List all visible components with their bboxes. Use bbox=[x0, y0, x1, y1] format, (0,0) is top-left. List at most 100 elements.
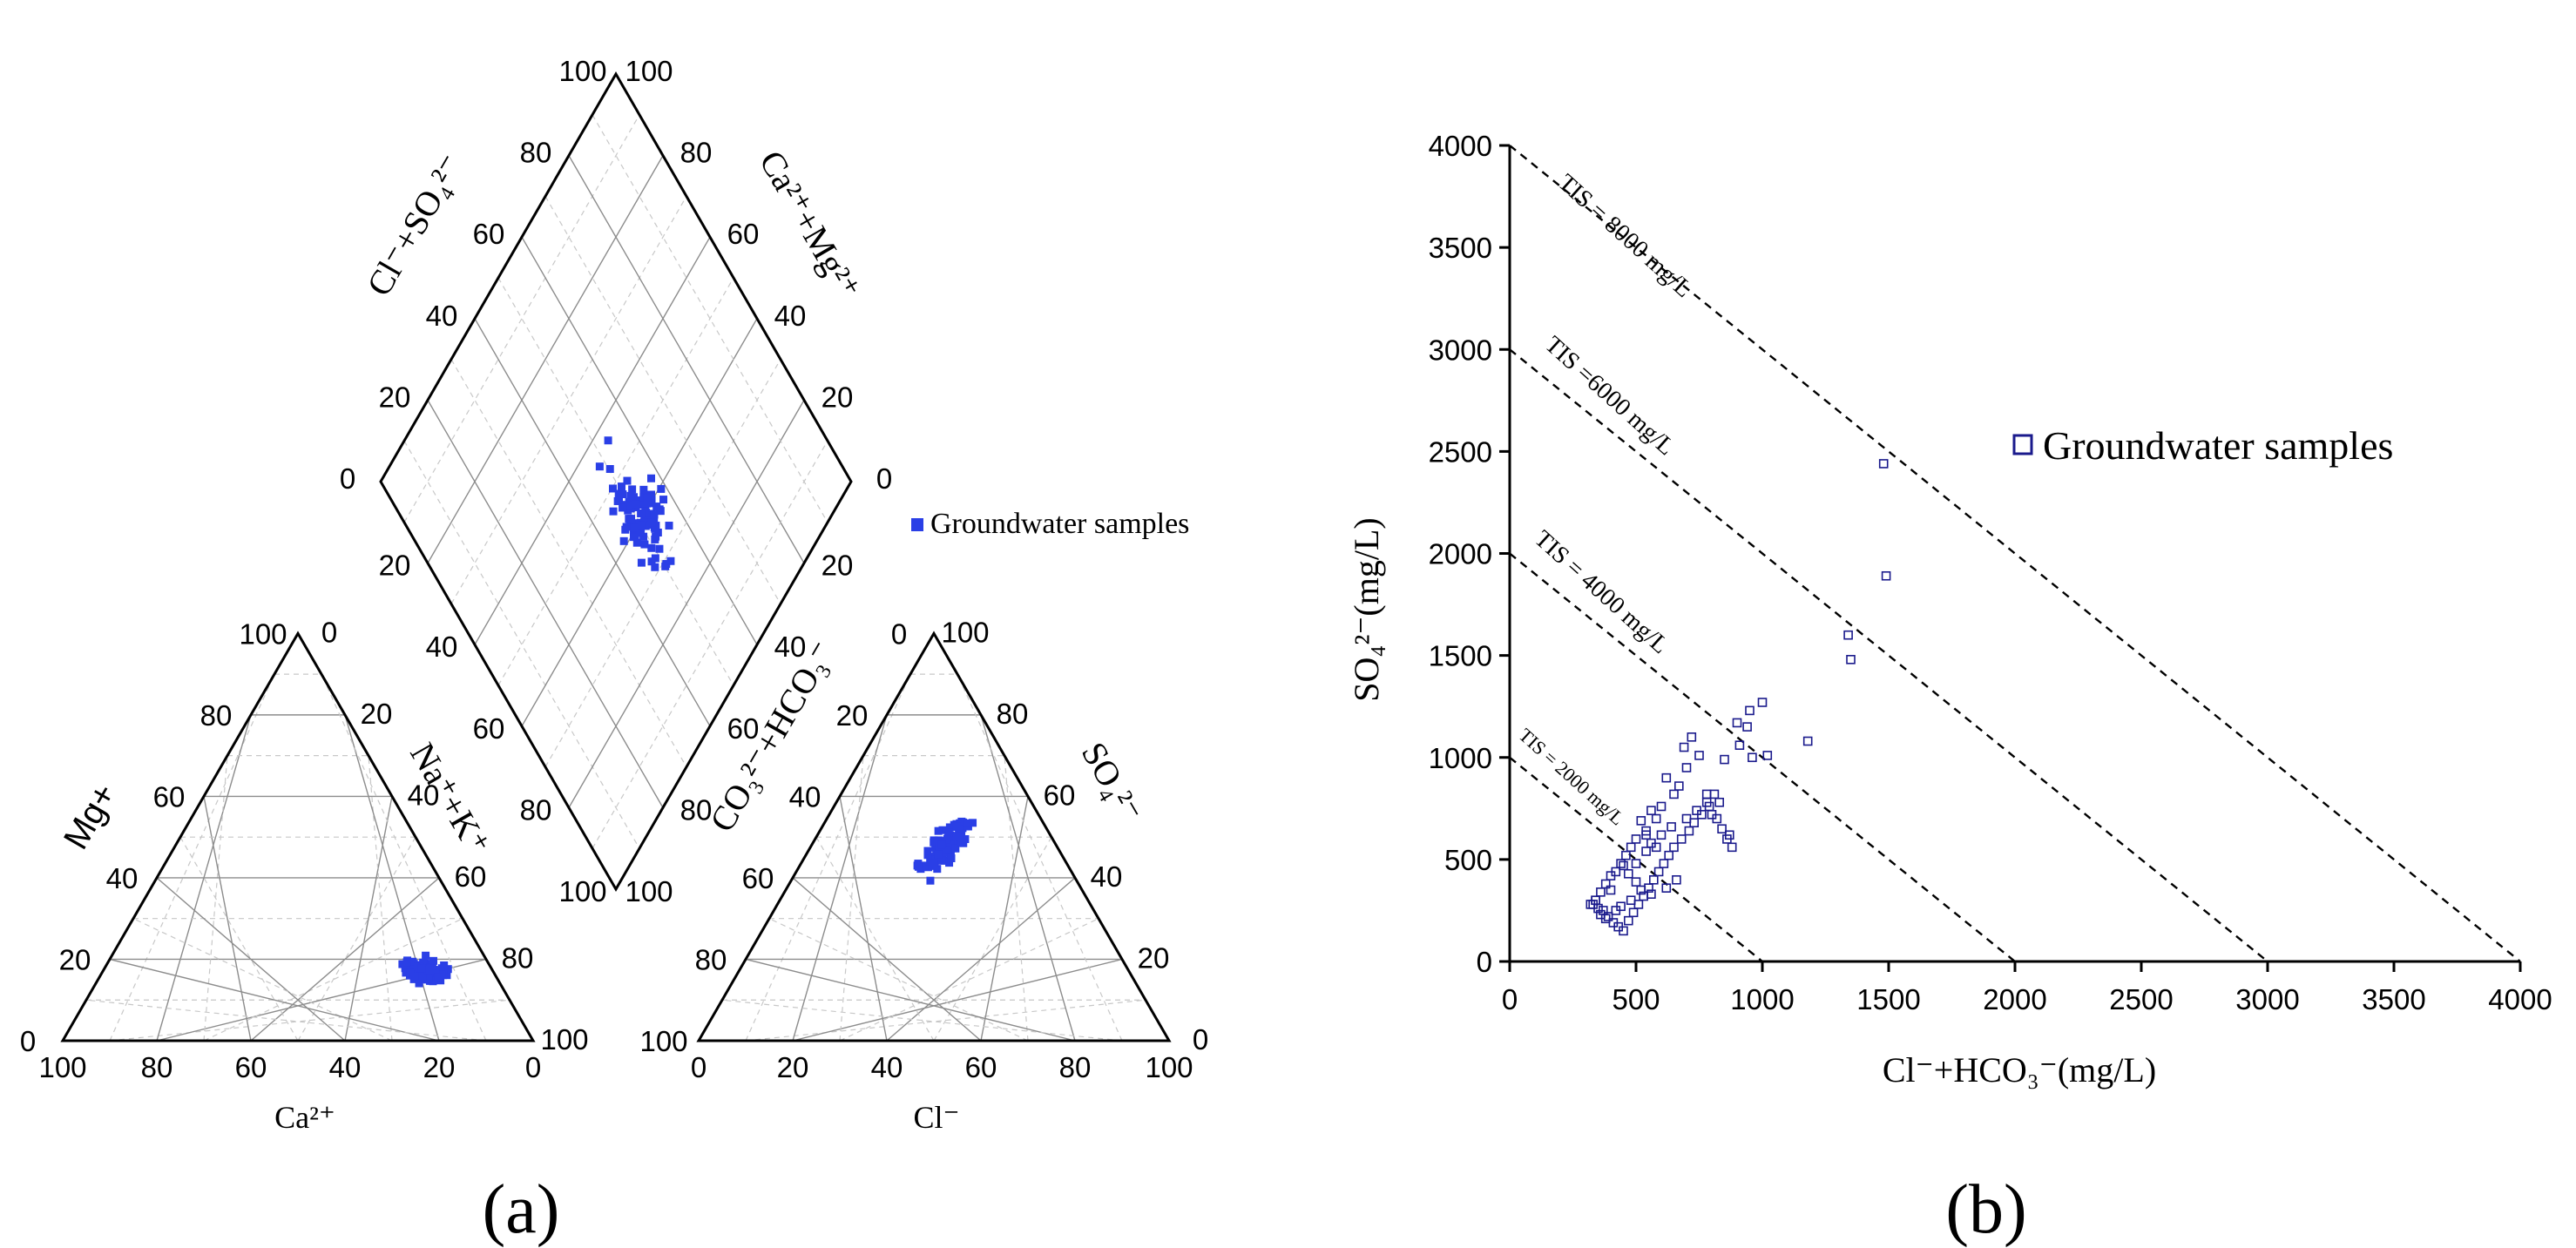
diamond-point bbox=[651, 554, 659, 563]
anion-point bbox=[930, 859, 938, 867]
anion-point bbox=[945, 859, 954, 867]
anion-point bbox=[923, 847, 932, 855]
diamond-grid-b bbox=[592, 114, 828, 523]
diamond-grid-a bbox=[450, 196, 687, 604]
diamond-point bbox=[657, 484, 666, 493]
tis-reference-lines bbox=[1509, 145, 2521, 962]
diamond-upper-right-tick: 100 bbox=[625, 55, 673, 87]
diamond-grid-b bbox=[544, 196, 781, 604]
diamond-upper-right-tick: 80 bbox=[680, 137, 713, 169]
scatter-point bbox=[1669, 842, 1679, 853]
scatter-x-tick-label: 1000 bbox=[1730, 983, 1794, 1015]
piper-legend: Groundwater samples bbox=[911, 508, 1189, 540]
scatter-y-tick-label: 2500 bbox=[1429, 435, 1492, 468]
diamond-point bbox=[637, 509, 646, 518]
scatter-x-tick-label: 500 bbox=[1612, 983, 1660, 1015]
scatter-point bbox=[1692, 806, 1701, 815]
cation-mg-axis-title: Mg+ bbox=[57, 777, 125, 855]
diamond-point bbox=[613, 496, 622, 505]
scatter-y-tick-label: 500 bbox=[1444, 844, 1492, 876]
diamond-point bbox=[632, 538, 641, 547]
anion-bottom-tick: 80 bbox=[1059, 1051, 1092, 1083]
piper-points bbox=[398, 436, 977, 988]
anion-point bbox=[957, 817, 966, 826]
diamond-grid-a bbox=[474, 236, 711, 645]
scatter-y-tick-label: 3000 bbox=[1429, 334, 1492, 366]
scatter-point bbox=[1689, 818, 1699, 828]
cation-left-tick: 20 bbox=[59, 943, 91, 975]
diamond-upper-right-tick: 60 bbox=[727, 218, 760, 250]
anion-triangle-grid-l bbox=[815, 836, 935, 1042]
diamond-point bbox=[655, 505, 664, 514]
cation-point bbox=[409, 972, 418, 981]
diamond-point bbox=[642, 509, 651, 517]
diamond-lower-right-tick: 40 bbox=[774, 631, 807, 663]
scatter-point bbox=[1633, 900, 1644, 909]
scatter-point bbox=[1676, 834, 1687, 844]
scatter-legend-marker bbox=[2012, 434, 2033, 455]
tis-label-8000: TIS = 8000 mg/L bbox=[1552, 169, 1697, 303]
scatter-point bbox=[1616, 859, 1626, 868]
diamond-ca-mg-axis-title: Ca²⁺+Mg²⁺ bbox=[752, 144, 868, 306]
scatter-point bbox=[1628, 907, 1639, 918]
diamond-point bbox=[638, 499, 646, 508]
scatter-point bbox=[1734, 740, 1745, 750]
tis-line bbox=[1509, 348, 2268, 962]
anion-point bbox=[963, 819, 972, 827]
diamond-point bbox=[639, 485, 648, 494]
cation-left-tick: 80 bbox=[200, 699, 233, 732]
scatter-point bbox=[1646, 806, 1656, 815]
diamond-point bbox=[604, 436, 612, 445]
diamond-point bbox=[609, 507, 618, 516]
cation-bottom-tick: 80 bbox=[141, 1051, 173, 1083]
diamond-point bbox=[619, 490, 627, 499]
scatter-point bbox=[1846, 655, 1856, 664]
diamond-point bbox=[637, 521, 646, 530]
anion-triangle-grid-r bbox=[933, 836, 1052, 1042]
diamond-point bbox=[651, 563, 659, 571]
scatter-point bbox=[1653, 867, 1664, 877]
diamond-lower-left-tick: 20 bbox=[379, 550, 411, 582]
diamond-grid-a bbox=[497, 277, 734, 686]
diamond-point bbox=[647, 543, 656, 552]
diamond-grid-b bbox=[568, 155, 805, 563]
anion-left-tick: 80 bbox=[695, 943, 727, 975]
scatter-point bbox=[1600, 914, 1611, 924]
scatter-point bbox=[1624, 868, 1633, 879]
scatter-point bbox=[1701, 789, 1712, 799]
diamond-point bbox=[623, 476, 632, 485]
scatter-point bbox=[1600, 879, 1611, 889]
anion-point bbox=[938, 826, 947, 834]
diamond-grid-b bbox=[521, 236, 758, 645]
scatter-point bbox=[1641, 830, 1651, 840]
cation-point bbox=[418, 972, 427, 981]
diamond-lower-left-tick: 60 bbox=[473, 712, 505, 745]
anion-bottom-tick: 60 bbox=[965, 1051, 997, 1083]
scatter-y-axis-title: SO₄²⁻(mg/L) bbox=[1347, 517, 1386, 701]
scatter-point bbox=[1659, 859, 1669, 868]
anion-left-tick: 100 bbox=[639, 1025, 687, 1057]
scatter-point bbox=[1667, 822, 1676, 832]
scatter-y-tick-label: 4000 bbox=[1429, 130, 1492, 162]
anion-so4-axis-title: SO₄²⁻ bbox=[1074, 735, 1151, 829]
scatter-point bbox=[1681, 813, 1692, 824]
diamond-point bbox=[595, 462, 604, 471]
scatter-point bbox=[1626, 895, 1636, 906]
diamond-point bbox=[647, 518, 656, 527]
piper-legend-marker bbox=[911, 518, 923, 531]
diamond-point bbox=[630, 533, 639, 542]
cation-triangle-grid-l bbox=[179, 836, 299, 1042]
scatter-point bbox=[1661, 772, 1672, 783]
anion-left-tick: 40 bbox=[789, 780, 821, 813]
diamond-point bbox=[659, 496, 668, 504]
diamond-grid-b bbox=[403, 440, 640, 849]
scatter-point bbox=[1687, 732, 1697, 742]
scatter-y-tick-label: 0 bbox=[1477, 946, 1492, 978]
cation-left-tick: 100 bbox=[239, 617, 287, 650]
cation-point bbox=[429, 975, 438, 984]
anion-point bbox=[946, 840, 955, 849]
tis-line bbox=[1509, 756, 1763, 962]
cation-left-tick: 40 bbox=[106, 862, 139, 894]
anion-triangle-grid-r bbox=[980, 796, 1029, 1042]
